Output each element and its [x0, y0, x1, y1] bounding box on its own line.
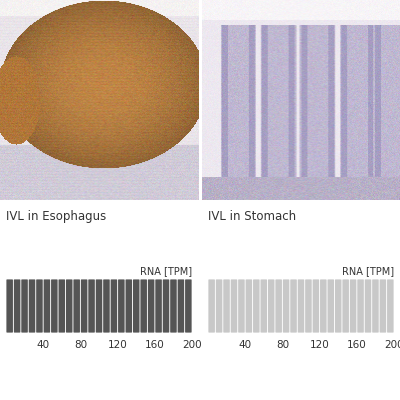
- FancyBboxPatch shape: [320, 279, 327, 333]
- Text: 40: 40: [37, 340, 50, 350]
- FancyBboxPatch shape: [14, 279, 20, 333]
- FancyBboxPatch shape: [81, 279, 87, 333]
- Text: 200: 200: [384, 340, 400, 350]
- FancyBboxPatch shape: [208, 279, 215, 333]
- FancyBboxPatch shape: [342, 279, 349, 333]
- FancyBboxPatch shape: [298, 279, 304, 333]
- FancyBboxPatch shape: [58, 279, 65, 333]
- FancyBboxPatch shape: [260, 279, 267, 333]
- FancyBboxPatch shape: [29, 279, 35, 333]
- Text: 120: 120: [108, 340, 128, 350]
- FancyBboxPatch shape: [111, 279, 117, 333]
- FancyBboxPatch shape: [253, 279, 260, 333]
- FancyBboxPatch shape: [163, 279, 169, 333]
- FancyBboxPatch shape: [275, 279, 282, 333]
- FancyBboxPatch shape: [185, 279, 192, 333]
- FancyBboxPatch shape: [328, 279, 334, 333]
- Text: 80: 80: [74, 340, 87, 350]
- FancyBboxPatch shape: [133, 279, 140, 333]
- FancyBboxPatch shape: [380, 279, 386, 333]
- FancyBboxPatch shape: [365, 279, 371, 333]
- FancyBboxPatch shape: [96, 279, 102, 333]
- FancyBboxPatch shape: [246, 279, 252, 333]
- Text: 160: 160: [347, 340, 367, 350]
- FancyBboxPatch shape: [305, 279, 312, 333]
- FancyBboxPatch shape: [155, 279, 162, 333]
- FancyBboxPatch shape: [223, 279, 230, 333]
- FancyBboxPatch shape: [73, 279, 80, 333]
- FancyBboxPatch shape: [51, 279, 58, 333]
- FancyBboxPatch shape: [148, 279, 154, 333]
- FancyBboxPatch shape: [387, 279, 394, 333]
- FancyBboxPatch shape: [268, 279, 274, 333]
- Text: 120: 120: [310, 340, 330, 350]
- Text: 160: 160: [145, 340, 165, 350]
- FancyBboxPatch shape: [103, 279, 110, 333]
- FancyBboxPatch shape: [6, 279, 13, 333]
- FancyBboxPatch shape: [178, 279, 184, 333]
- FancyBboxPatch shape: [140, 279, 147, 333]
- Text: 200: 200: [182, 340, 202, 350]
- FancyBboxPatch shape: [36, 279, 43, 333]
- Text: IVL in Stomach: IVL in Stomach: [208, 210, 296, 223]
- FancyBboxPatch shape: [357, 279, 364, 333]
- Text: RNA [TPM]: RNA [TPM]: [140, 266, 192, 276]
- Text: IVL in Esophagus: IVL in Esophagus: [6, 210, 106, 223]
- FancyBboxPatch shape: [21, 279, 28, 333]
- FancyBboxPatch shape: [118, 279, 125, 333]
- FancyBboxPatch shape: [126, 279, 132, 333]
- Text: 40: 40: [238, 340, 252, 350]
- FancyBboxPatch shape: [372, 279, 379, 333]
- FancyBboxPatch shape: [216, 279, 222, 333]
- FancyBboxPatch shape: [66, 279, 72, 333]
- FancyBboxPatch shape: [170, 279, 177, 333]
- FancyBboxPatch shape: [283, 279, 289, 333]
- FancyBboxPatch shape: [88, 279, 95, 333]
- FancyBboxPatch shape: [44, 279, 50, 333]
- FancyBboxPatch shape: [350, 279, 356, 333]
- Text: 80: 80: [276, 340, 289, 350]
- FancyBboxPatch shape: [290, 279, 297, 333]
- FancyBboxPatch shape: [231, 279, 237, 333]
- FancyBboxPatch shape: [335, 279, 342, 333]
- Text: RNA [TPM]: RNA [TPM]: [342, 266, 394, 276]
- FancyBboxPatch shape: [238, 279, 245, 333]
- FancyBboxPatch shape: [313, 279, 319, 333]
